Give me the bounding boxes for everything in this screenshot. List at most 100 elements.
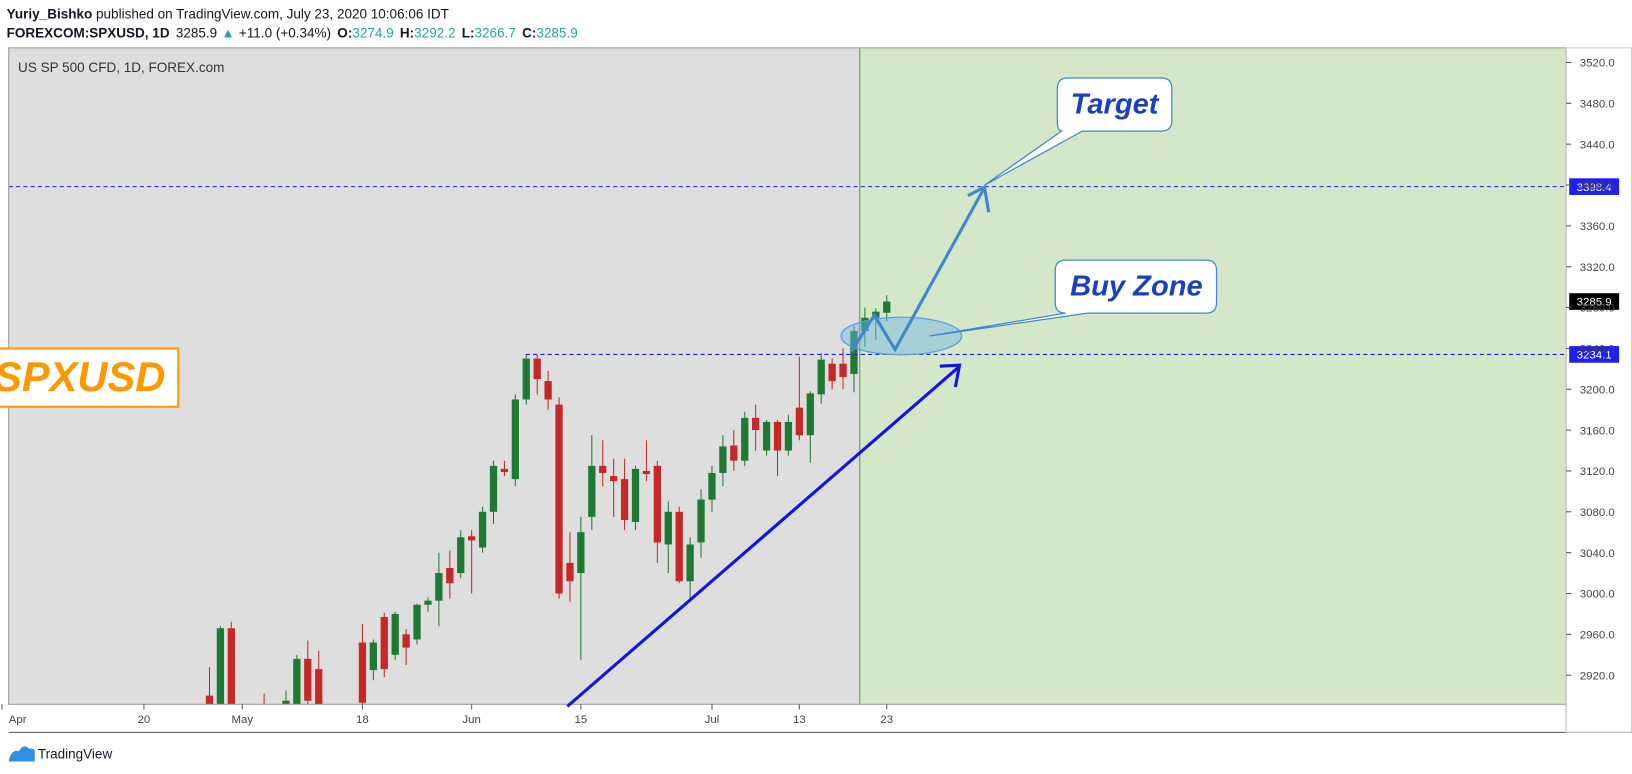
last-price-label: 3285.9 — [1577, 297, 1612, 309]
candle-body — [795, 407, 803, 436]
x-tick-label: May — [231, 714, 253, 726]
candle-body — [500, 468, 509, 472]
target-label: Target — [1071, 88, 1160, 120]
candle-body — [719, 446, 727, 473]
y-tick-label: 3000.0 — [1580, 589, 1615, 601]
candle-body — [478, 511, 487, 548]
candle-body — [686, 544, 694, 582]
candle-body — [369, 642, 377, 671]
y-tick-label: 3520.0 — [1580, 58, 1615, 70]
candle-body — [522, 358, 530, 400]
x-tick-label: 23 — [880, 714, 893, 726]
candle-body — [216, 628, 225, 705]
y-tick-label: 3040.0 — [1580, 548, 1615, 560]
candle-body — [762, 421, 771, 451]
close-value: 3285.9 — [536, 25, 577, 40]
candle-body — [610, 476, 618, 482]
candle-body — [675, 511, 683, 582]
high-value: 3292.2 — [414, 25, 455, 40]
path-arrowhead — [967, 184, 991, 213]
candle-body — [708, 472, 716, 500]
brand-logo — [8, 746, 35, 762]
candle-body — [620, 479, 629, 520]
axes: 2920.0 2960.0 3000.0 3040.0 3080.0 3120.0 3160… — [1, 58, 1615, 726]
candle-body — [773, 421, 782, 451]
x-tick-label: Jul — [705, 714, 720, 726]
candle-body — [489, 465, 498, 512]
x-tick-label: 15 — [575, 714, 588, 726]
target-zone — [859, 47, 1567, 705]
candle-body — [850, 331, 858, 374]
open-value: 3274.9 — [352, 25, 393, 40]
candle-body — [358, 642, 367, 703]
candle-body — [402, 634, 410, 648]
candles — [205, 295, 891, 726]
y-tick-label: 3280.0 — [1580, 303, 1615, 315]
chart-title: US SP 500 CFD, 1D, FOREX.com — [18, 60, 224, 75]
candle-body — [741, 417, 749, 461]
candle-body — [227, 628, 235, 705]
candle-body — [883, 301, 891, 313]
x-tick-label: Apr — [9, 714, 27, 726]
trend-line — [566, 366, 960, 708]
high-label: H: — [400, 25, 414, 40]
level-price-box — [1569, 178, 1620, 195]
candle-body — [205, 695, 214, 705]
candle-body — [653, 465, 661, 543]
candle-body — [435, 573, 443, 601]
y-tick-label: 3160.0 — [1580, 425, 1615, 437]
candle-body — [555, 404, 563, 594]
candle-body — [293, 658, 301, 705]
symbol-label: SPXUSD — [0, 353, 165, 400]
candle-body — [752, 417, 760, 431]
level-price-label: 3234.1 — [1577, 350, 1612, 362]
y-tick-label: 2960.0 — [1580, 630, 1615, 642]
x-tick-label: 20 — [138, 714, 151, 726]
low-label: L: — [462, 25, 475, 40]
y-tick-label: 3480.0 — [1580, 98, 1615, 110]
candle-body — [260, 716, 267, 726]
candle-body — [533, 358, 541, 380]
candle-body — [631, 468, 640, 523]
y-tick-label: 3240.0 — [1580, 344, 1615, 356]
buy-zone-callout — [929, 259, 1218, 337]
level-price-box — [1569, 346, 1620, 363]
candle-body — [730, 445, 738, 461]
candle-body — [872, 311, 880, 318]
candle-body — [544, 381, 552, 400]
candle-body — [424, 600, 432, 605]
change: +11.0 (+0.34%) — [239, 25, 331, 40]
trend-arrowhead — [939, 363, 962, 388]
last-price-box — [1569, 293, 1620, 310]
target-callout — [984, 77, 1173, 186]
candle-body — [664, 511, 672, 545]
y-tick-label: 3320.0 — [1580, 262, 1615, 274]
y-tick-label: 2920.0 — [1580, 670, 1615, 682]
candle-body — [282, 700, 290, 705]
candle-body — [468, 536, 476, 541]
header-line: Yuriy_Bishko published on TradingView.co… — [7, 7, 449, 22]
symbol-line: FOREXCOM:SPXUSD, 1D 3285.9 ▲ +11.0 (+0.34%)… — [7, 25, 578, 40]
candle-body — [577, 532, 585, 574]
open-label: O: — [337, 25, 352, 40]
candle-body — [380, 616, 388, 670]
x-tick-label: 13 — [793, 714, 806, 726]
candle-body — [588, 465, 596, 517]
low-value: 3266.7 — [475, 25, 516, 40]
candle-body — [861, 317, 869, 332]
candle-body — [566, 562, 574, 582]
y-tick-label: 3440.0 — [1580, 139, 1615, 151]
author: Yuriy_Bishko — [7, 7, 93, 22]
y-tick-label: 3200.0 — [1580, 384, 1615, 396]
candle-body — [642, 470, 651, 475]
candle-body — [784, 421, 793, 451]
candle-body — [839, 363, 847, 377]
candle-body — [599, 465, 607, 473]
candle-body — [304, 658, 312, 701]
candle-body — [413, 604, 421, 640]
y-tick-label: 3360.0 — [1580, 221, 1615, 233]
close-label: C: — [522, 25, 536, 40]
brand: TradingView — [38, 746, 113, 761]
